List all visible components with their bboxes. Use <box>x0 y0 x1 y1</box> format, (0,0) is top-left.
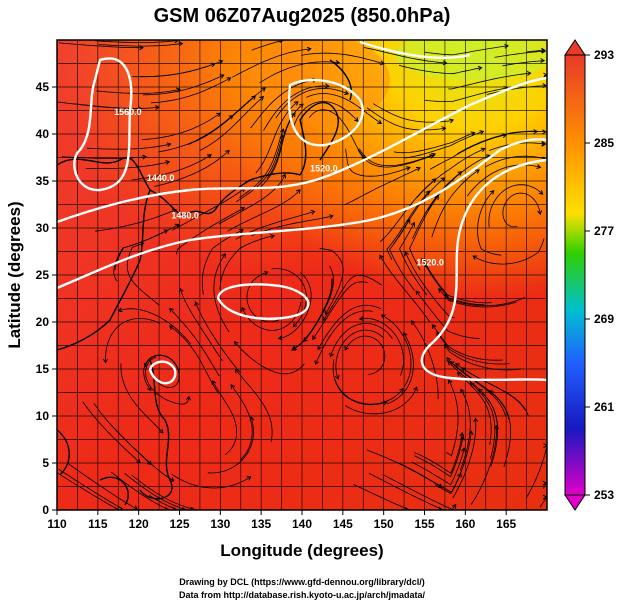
x-tick-label: 150 <box>374 517 394 531</box>
x-tick-label: 160 <box>455 517 475 531</box>
colorbar-top-arrow <box>564 39 586 56</box>
height-contours <box>57 40 547 385</box>
y-tick-label: 20 <box>36 315 50 329</box>
y-tick-label: 35 <box>36 174 50 188</box>
y-axis-label: Latitude (degrees) <box>5 201 24 348</box>
coastlines <box>57 59 352 506</box>
y-tick-label: 40 <box>36 127 50 141</box>
x-tick-label: 120 <box>129 517 149 531</box>
colorbar-scale <box>564 54 586 496</box>
x-tick-label: 155 <box>414 517 434 531</box>
contour-labels: 1440.0 1480.0 1520.0 1560.0 1520.0 <box>114 107 444 267</box>
colorbar-tick-label: 253 <box>594 488 614 502</box>
colorbar-bottom-arrow <box>564 494 586 511</box>
x-tick-label: 115 <box>88 517 108 531</box>
plot-area: 1440.0 1480.0 1520.0 1560.0 1520.0 <box>57 40 547 510</box>
x-tick-label: 110 <box>47 517 67 531</box>
y-tick-label: 45 <box>36 80 50 94</box>
figure-title: GSM 06Z07Aug2025 (850.0hPa) <box>154 5 451 27</box>
contour-1440 <box>57 76 547 224</box>
colorbar-tick-label: 269 <box>594 312 614 326</box>
credit-dcl: Drawing by DCL (https://www.gfd-dennou.o… <box>179 577 425 587</box>
y-tick-label: 5 <box>42 456 49 470</box>
contour-1520-low <box>216 283 310 320</box>
contour-label: 1560.0 <box>114 107 142 117</box>
x-axis-label: Longitude (degrees) <box>220 541 383 560</box>
colorbar-tick-label: 285 <box>594 136 614 150</box>
colorbar: 293 285 277 269 261 253 <box>564 39 614 511</box>
x-tick-label: 140 <box>292 517 312 531</box>
y-tick-label: 15 <box>36 362 50 376</box>
x-tick-label: 125 <box>169 517 189 531</box>
contour-label: 1520.0 <box>416 258 444 268</box>
contour-label: 1480.0 <box>171 211 199 221</box>
contour-1520-north <box>287 78 364 147</box>
colorbar-tick-label: 277 <box>594 224 614 238</box>
y-tick-label: 30 <box>36 221 50 235</box>
contour-1560 <box>73 57 133 192</box>
contour-label: 1440.0 <box>147 173 175 183</box>
y-axis: 0 5 10 15 20 25 30 35 40 45 <box>36 80 57 517</box>
y-tick-label: 25 <box>36 268 50 282</box>
y-tick-label: 0 <box>42 503 49 517</box>
y-tick-label: 10 <box>36 409 50 423</box>
contour-typhoon <box>148 360 177 385</box>
wind-streamlines <box>57 40 547 510</box>
credit-data: Data from http://database.rish.kyoto-u.a… <box>179 590 426 600</box>
contour-1520-east <box>420 158 547 382</box>
x-tick-label: 130 <box>210 517 230 531</box>
x-tick-label: 135 <box>251 517 271 531</box>
colorbar-tick-label: 293 <box>594 48 614 62</box>
x-axis: 110 115 120 125 130 135 140 145 150 155 160 165 <box>47 510 516 531</box>
colorbar-tick-label: 261 <box>594 400 614 414</box>
contour-north-edge <box>359 40 471 59</box>
contour-1480 <box>57 138 547 290</box>
contour-label: 1520.0 <box>310 164 338 174</box>
x-tick-label: 165 <box>496 517 516 531</box>
x-tick-label: 145 <box>333 517 353 531</box>
